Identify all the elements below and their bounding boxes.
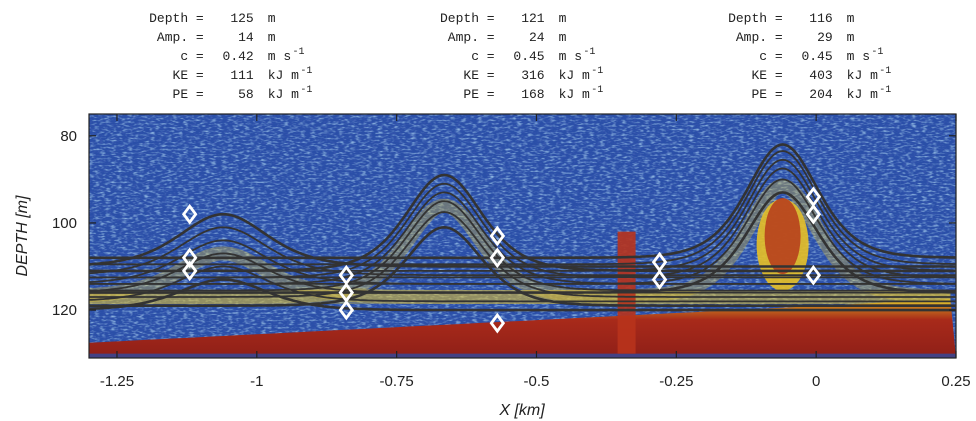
axes: -1.25 -1 -0.75 -0.5 -0.25 0 0.25 80 100 120 bbox=[52, 114, 971, 390]
isopycnal-lines bbox=[89, 143, 956, 312]
stat-value: 29 bbox=[817, 30, 833, 45]
stat-label: Amp. = bbox=[736, 30, 783, 45]
isopycnal-w1-6 bbox=[89, 278, 956, 312]
stat-unit: m bbox=[268, 11, 276, 26]
x-tick-label: -0.5 bbox=[524, 373, 550, 390]
stat-value: 121 bbox=[521, 11, 545, 26]
stat-exponent: -1 bbox=[879, 66, 891, 77]
isopycnal-w1-1 bbox=[89, 212, 956, 268]
marker-diamond-w2-5 bbox=[489, 247, 506, 269]
isopycnal-w1-5 bbox=[89, 265, 956, 303]
stat-unit: m s bbox=[847, 49, 870, 64]
stat-unit: m bbox=[559, 11, 567, 26]
isopycnal-w3-1 bbox=[89, 143, 956, 260]
marker-diamond-w2-6 bbox=[489, 312, 506, 334]
stat-label: Depth = bbox=[440, 11, 495, 26]
stat-unit: kJ m bbox=[847, 87, 878, 102]
x-tick-label: -0.25 bbox=[659, 373, 693, 390]
stat-unit: m bbox=[847, 30, 855, 45]
stat-exponent: -1 bbox=[871, 47, 883, 58]
stat-label: PE = bbox=[173, 87, 204, 102]
x-tick-label: -0.75 bbox=[380, 373, 414, 390]
stat-value: 0.42 bbox=[223, 49, 254, 64]
stat-value: 125 bbox=[230, 11, 253, 26]
marker-diamond-w1-2 bbox=[181, 247, 198, 269]
stat-value: 24 bbox=[529, 30, 545, 45]
x-tick-label: -1.25 bbox=[100, 373, 134, 390]
stat-exponent: -1 bbox=[591, 66, 603, 77]
y-tick-label: 100 bbox=[52, 215, 77, 232]
stat-unit: m s bbox=[268, 49, 291, 64]
stat-label: KE = bbox=[463, 68, 494, 83]
stat-label: Amp. = bbox=[157, 30, 204, 45]
marker-diamond-w2-3 bbox=[338, 299, 355, 321]
bottom-echo-band bbox=[89, 299, 956, 358]
stat-unit: m s bbox=[559, 49, 582, 64]
stat-label: Amp. = bbox=[448, 30, 495, 45]
x-axis-title: X [km] bbox=[498, 402, 545, 419]
y-tick-label: 80 bbox=[60, 128, 77, 145]
stat-exponent: -1 bbox=[300, 66, 312, 77]
y-axis-title: DEPTH [m] bbox=[14, 195, 31, 276]
stat-value: 58 bbox=[238, 87, 254, 102]
stat-unit: m bbox=[559, 30, 567, 45]
stat-value: 14 bbox=[238, 30, 254, 45]
x-tick-label: 0 bbox=[812, 373, 820, 390]
stat-unit: kJ m bbox=[559, 68, 590, 83]
marker-diamond-w3-4 bbox=[805, 203, 822, 225]
stat-label: PE = bbox=[463, 87, 494, 102]
isopycnal-w3-2 bbox=[89, 150, 956, 266]
stat-exponent: -1 bbox=[591, 85, 603, 96]
marker-diamond-w3-2 bbox=[651, 269, 668, 290]
stat-unit: kJ m bbox=[268, 87, 299, 102]
stat-exponent: -1 bbox=[879, 85, 891, 96]
stat-label: KE = bbox=[173, 68, 204, 83]
x-tick-label: -1 bbox=[250, 373, 263, 390]
stat-value: 111 bbox=[230, 68, 254, 83]
stat-unit: m bbox=[268, 30, 276, 45]
stat-label: KE = bbox=[751, 68, 782, 83]
stat-value: 0.45 bbox=[513, 49, 544, 64]
deep-water bbox=[89, 353, 956, 358]
marker-diamond-w3-5 bbox=[805, 264, 822, 286]
isopycnal-w2-4 bbox=[89, 200, 956, 292]
stat-value: 316 bbox=[521, 68, 544, 83]
stat-exponent: -1 bbox=[583, 47, 595, 58]
marker-diamond-w2-4 bbox=[489, 225, 506, 247]
stat-label: PE = bbox=[751, 87, 782, 102]
marker-diamond-w1-3 bbox=[181, 260, 198, 282]
stat-unit: kJ m bbox=[847, 68, 878, 83]
x-tick-label: 0.25 bbox=[941, 373, 970, 390]
stat-label: c = bbox=[180, 49, 204, 64]
y-tick-label: 120 bbox=[52, 302, 77, 319]
stat-exponent: -1 bbox=[292, 47, 304, 58]
stat-exponent: -1 bbox=[300, 85, 312, 96]
echogram-background bbox=[89, 114, 956, 358]
stat-value: 116 bbox=[809, 11, 832, 26]
stat-value: 0.45 bbox=[801, 49, 832, 64]
stat-value: 403 bbox=[809, 68, 832, 83]
stat-label: c = bbox=[471, 49, 495, 64]
wave-core bbox=[764, 198, 801, 274]
stat-value: 204 bbox=[809, 87, 833, 102]
stat-label: Depth = bbox=[149, 11, 204, 26]
observation-markers bbox=[181, 186, 822, 334]
stat-label: Depth = bbox=[728, 11, 783, 26]
stat-unit: kJ m bbox=[559, 87, 590, 102]
stat-unit: kJ m bbox=[268, 68, 299, 83]
stat-value: 168 bbox=[521, 87, 544, 102]
plot-frame bbox=[88, 113, 957, 359]
marker-diamond-w1-1 bbox=[181, 203, 198, 225]
stat-label: c = bbox=[759, 49, 783, 64]
stat-unit: m bbox=[847, 11, 855, 26]
